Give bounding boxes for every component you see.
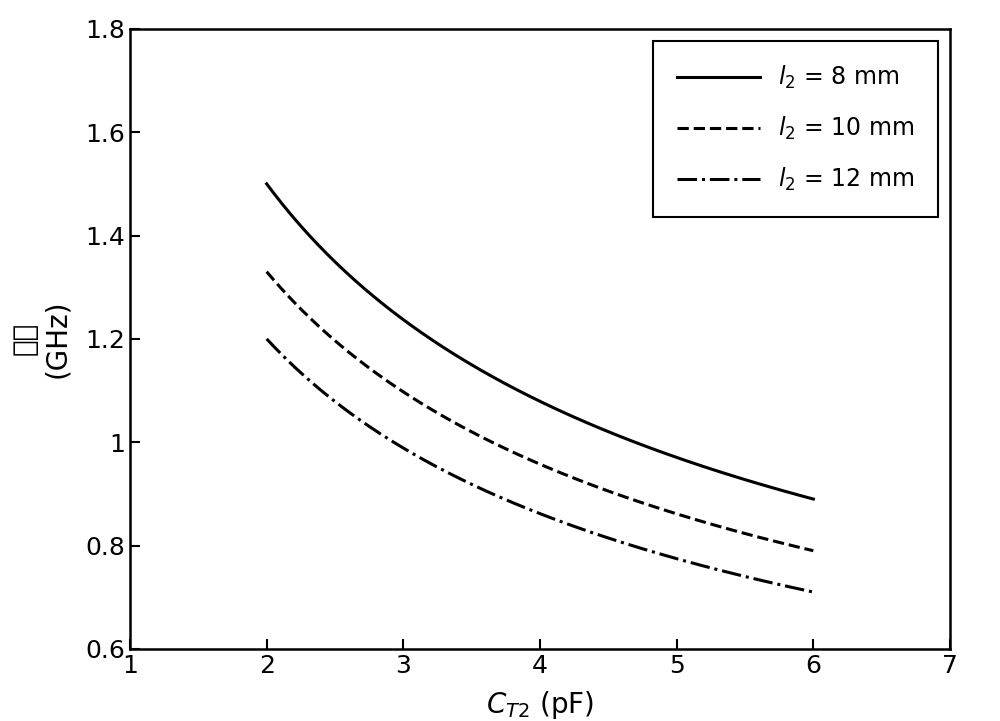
Legend: $l_2$ = 8 mm, $l_2$ = 10 mm, $l_2$ = 12 mm: $l_2$ = 8 mm, $l_2$ = 10 mm, $l_2$ = 12 …	[653, 40, 938, 217]
$l_2$ = 10 mm	[262, 270, 274, 278]
$l_2$ = 10 mm	[721, 524, 733, 533]
X-axis label: $C_{T2}$ (pF): $C_{T2}$ (pF)	[486, 689, 594, 721]
$l_2$ = 10 mm	[586, 481, 598, 490]
$l_2$ = 12 mm	[261, 335, 273, 343]
$l_2$ = 8 mm	[807, 495, 819, 503]
$l_2$ = 12 mm	[584, 528, 596, 536]
$l_2$ = 8 mm	[756, 480, 768, 489]
$l_2$ = 10 mm	[595, 485, 607, 493]
$l_2$ = 12 mm	[807, 588, 819, 596]
$l_2$ = 8 mm	[586, 420, 598, 429]
$l_2$ = 8 mm	[261, 180, 273, 188]
$l_2$ = 8 mm	[595, 425, 607, 433]
$l_2$ = 12 mm	[756, 576, 768, 585]
$l_2$ = 8 mm	[262, 182, 274, 190]
$l_2$ = 10 mm	[261, 267, 273, 276]
$l_2$ = 10 mm	[756, 534, 768, 542]
$l_2$ = 8 mm	[584, 420, 596, 428]
$l_2$ = 8 mm	[721, 470, 733, 479]
Line: $l_2$ = 8 mm: $l_2$ = 8 mm	[267, 184, 813, 499]
$l_2$ = 10 mm	[807, 547, 819, 555]
$l_2$ = 12 mm	[595, 531, 607, 540]
$l_2$ = 10 mm	[584, 480, 596, 489]
$l_2$ = 12 mm	[586, 528, 598, 537]
Y-axis label: 频率
(GHz): 频率 (GHz)	[11, 300, 71, 378]
Line: $l_2$ = 10 mm: $l_2$ = 10 mm	[267, 272, 813, 551]
Line: $l_2$ = 12 mm: $l_2$ = 12 mm	[267, 339, 813, 592]
$l_2$ = 12 mm	[721, 568, 733, 577]
$l_2$ = 12 mm	[262, 337, 274, 345]
